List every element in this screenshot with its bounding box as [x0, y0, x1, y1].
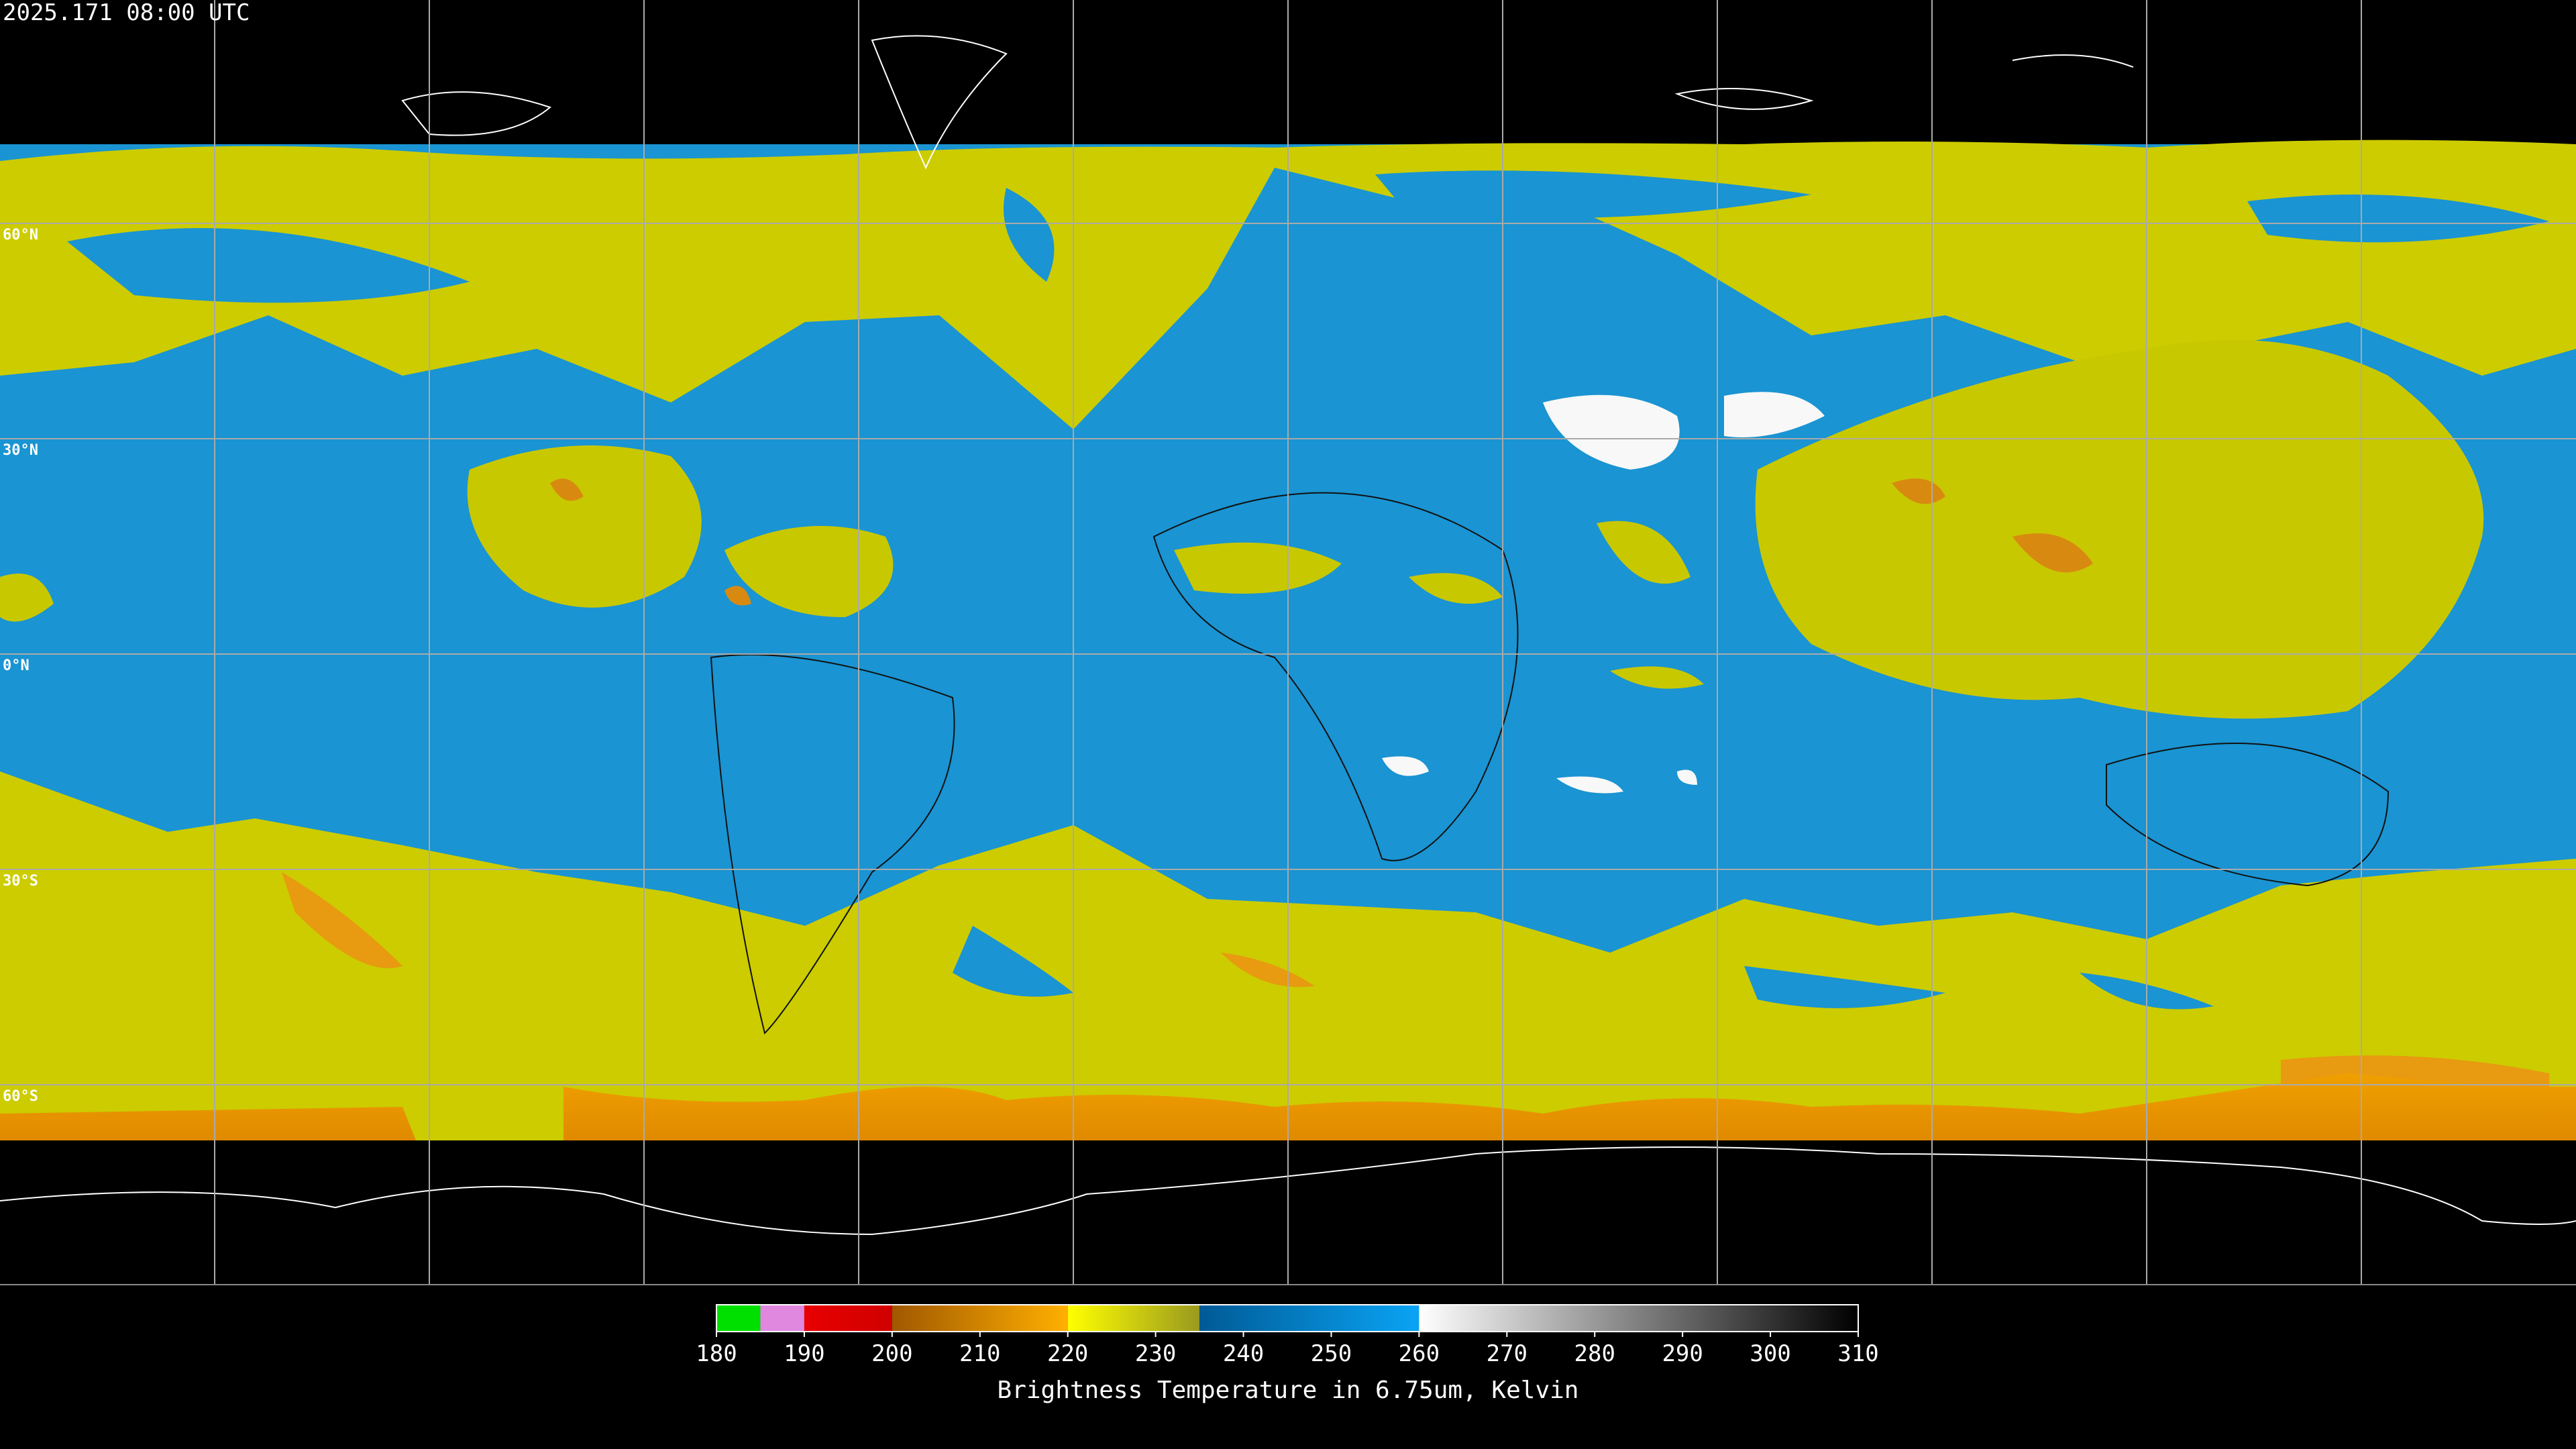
latitude-label: 0°N [3, 657, 30, 674]
colorbar-tick-label: 290 [1662, 1340, 1703, 1367]
antarctica-coast [0, 1146, 2576, 1236]
south-dry-intrusion [953, 926, 2214, 1010]
coastlines [0, 35, 2576, 1236]
colorbar-tick-label: 240 [1223, 1340, 1264, 1367]
colorbar-segment [760, 1305, 804, 1332]
colorbar-tick-label: 260 [1399, 1340, 1440, 1367]
colorbar-tick-label: 270 [1487, 1340, 1527, 1367]
colorbar-segment [1067, 1305, 1200, 1332]
colorbar-tick-label: 300 [1750, 1340, 1790, 1367]
colorbar-segment [716, 1305, 761, 1332]
colorbar-segment [804, 1305, 892, 1332]
graticule: 60°N 30°N 0°N 30°S 60°S [0, 0, 2576, 1285]
scattered-convection [0, 521, 1704, 689]
colorbar: 180 190 200 210 220 230 240 250 260 270 280 290 300 3… [696, 1304, 1879, 1367]
colorbar-tick-label: 200 [871, 1340, 912, 1367]
colorbar-tick-label: 180 [696, 1340, 737, 1367]
colorbar-segment [1419, 1305, 1858, 1332]
continent-outlines [710, 492, 2390, 1034]
colorbar-label: Brightness Temperature in 6.75um, Kelvin [998, 1377, 1579, 1404]
colorbar-tick-label: 190 [784, 1340, 824, 1367]
colorbar-segment [1199, 1305, 1419, 1332]
colorbar-tick-label: 230 [1135, 1340, 1176, 1367]
latitude-label: 30°S [3, 873, 38, 890]
timestamp: 2025.171 08:00 UTC [3, 0, 250, 26]
latitude-label: 60°N [3, 227, 38, 244]
latitude-label: 60°S [3, 1088, 38, 1105]
colorbar-tick-label: 310 [1837, 1340, 1878, 1367]
colorbar-tick-label: 220 [1047, 1340, 1088, 1367]
north-dry-intrusion [67, 170, 2549, 303]
colorbar-tick-label: 280 [1574, 1340, 1615, 1367]
greenland-coast [871, 35, 1008, 170]
colorbar-tick-label: 210 [959, 1340, 1000, 1367]
arctic-islands [401, 54, 2134, 136]
surface-hot-spots [1382, 392, 1825, 794]
latitude-label: 30°N [3, 442, 38, 459]
colorbar-frame [716, 1304, 1859, 1332]
colorbar-segment [892, 1305, 1068, 1332]
convection-cores [550, 478, 2093, 606]
colorbar-tick-label: 250 [1311, 1340, 1352, 1367]
tropical-convection-asia [1755, 339, 2484, 719]
